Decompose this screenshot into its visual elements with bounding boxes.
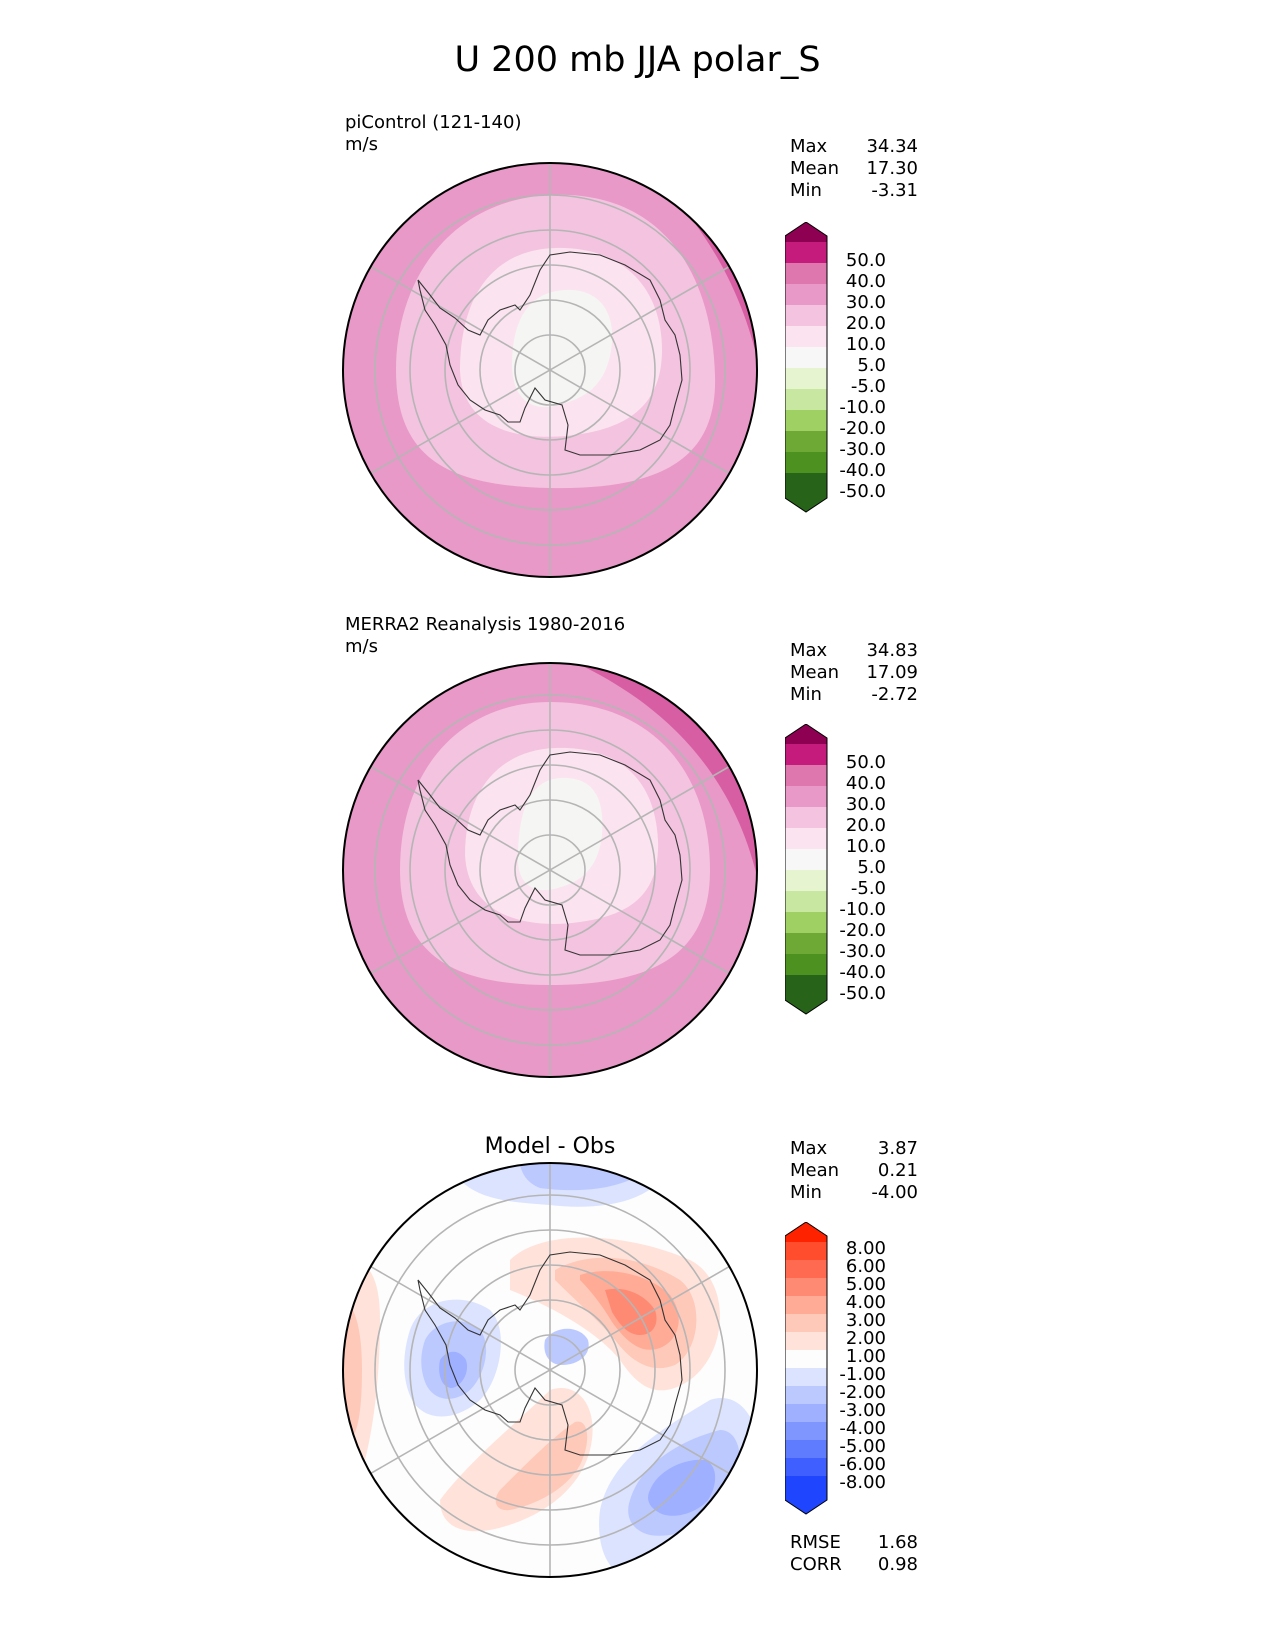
panel2-title: MERRA2 Reanalysis 1980-2016 m/s [345, 614, 625, 658]
panel2-units: m/s [345, 636, 378, 657]
pos-bottom [440, 1388, 593, 1532]
corr-value: 0.98 [877, 1554, 918, 1575]
panel3-colorbar [785, 1222, 828, 1515]
panel3-max: 3.87 [877, 1138, 918, 1159]
panel1-colorbar [785, 222, 828, 513]
panel2-min: -2.72 [871, 684, 918, 705]
panel3-title: Model - Obs [484, 1134, 616, 1159]
panel3-min: -4.00 [871, 1182, 918, 1203]
panel3-summary: RMSE 1.68 CORR 0.98 [790, 1532, 918, 1575]
panel1-max: 34.34 [866, 136, 918, 157]
rmse-value: 1.68 [877, 1532, 918, 1553]
panel1-units: m/s [345, 134, 378, 155]
panel2-colorbar [785, 724, 828, 1015]
panel2-obs-label: MERRA2 Reanalysis 1980-2016 [345, 614, 626, 635]
panel2-max: 34.83 [866, 640, 918, 661]
panel3-difference-map [342, 1162, 758, 1578]
figure-title: U 200 mb JJA polar_S [454, 40, 821, 80]
panel1-title: piControl (121-140) m/s [345, 112, 521, 156]
panel2-stats: Max 34.83 Mean 17.09 Min -2.72 [790, 640, 918, 705]
antarctica-coastline [417, 251, 683, 456]
panel3-stats: Max 3.87 Mean 0.21 Min -4.00 [790, 1138, 918, 1203]
panel1-mean: 17.30 [866, 158, 918, 179]
panel2-polar-map [342, 662, 758, 1078]
panel1-stats: Max 34.34 Mean 17.30 Min -3.31 [790, 136, 918, 201]
panel1-min: -3.31 [871, 180, 918, 201]
panel1-model-label: piControl (121-140) [345, 112, 522, 133]
panel1-polar-map [342, 162, 758, 578]
panel3-mean: 0.21 [877, 1160, 918, 1181]
graticule [367, 163, 733, 577]
panel2-mean: 17.09 [866, 662, 918, 683]
